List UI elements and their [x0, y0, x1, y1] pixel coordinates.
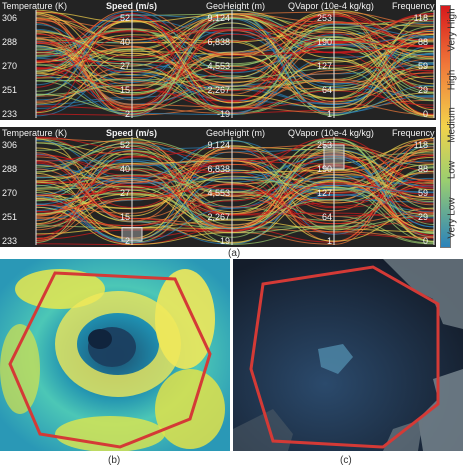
polyline-group [35, 136, 435, 246]
legend-label-high: High [446, 69, 458, 91]
tick-label: 0 [423, 109, 428, 119]
color-legend-bar [440, 5, 451, 248]
tick-label: 270 [2, 61, 17, 71]
tick-label: 64 [322, 212, 332, 222]
tick-label: 27 [120, 61, 130, 71]
tick-label: 9,124 [207, 13, 230, 23]
tick-label: 59 [418, 61, 428, 71]
data-polyline [35, 15, 435, 99]
region-outline-b [8, 271, 212, 449]
tick-label: 253 [317, 13, 332, 23]
tick-label: 2,267 [207, 85, 230, 95]
polyline-group [35, 9, 435, 119]
axis-title: GeoHeight (m) [206, 1, 265, 11]
tick-label: 2,267 [207, 212, 230, 222]
axis-title: Speed (m/s) [106, 128, 157, 138]
data-polyline [35, 13, 435, 72]
satellite-map-svg [233, 259, 463, 451]
tick-label: 52 [120, 13, 130, 23]
data-polyline [35, 154, 435, 238]
heatmap-view-svg [0, 259, 230, 451]
tick-label: 6,838 [207, 164, 230, 174]
axis-title: Temperature (K) [2, 1, 67, 11]
tick-label: 306 [2, 13, 17, 23]
tick-label: 251 [2, 212, 17, 222]
data-polyline [35, 176, 435, 241]
tick-label: 29 [418, 212, 428, 222]
caption-a: (a) [228, 248, 241, 259]
tick-label: 0 [423, 236, 428, 246]
data-polyline [35, 138, 435, 233]
tick-label: 27 [120, 188, 130, 198]
region-outline-c [249, 265, 440, 449]
data-polyline [35, 160, 435, 204]
data-polyline [35, 19, 435, 104]
tick-label: 233 [2, 236, 17, 246]
data-polyline [35, 138, 435, 242]
axis-title: GeoHeight (m) [206, 128, 265, 138]
tick-label: -19 [217, 236, 230, 246]
tick-label: 190 [317, 164, 332, 174]
tick-label: 59 [418, 188, 428, 198]
tick-label: 52 [120, 140, 130, 150]
axis-title: Frequency [392, 128, 435, 138]
data-polyline [35, 145, 435, 245]
caption-b: (b) [108, 455, 121, 466]
data-polyline [35, 36, 435, 108]
data-polyline [35, 138, 435, 241]
tick-label: 6,838 [207, 37, 230, 47]
tick-label: 4,553 [207, 188, 230, 198]
axis-title: QVapor (10e-4 kg/kg) [288, 128, 374, 138]
tick-label: 2 [125, 236, 130, 246]
tick-label: 118 [414, 13, 428, 23]
tick-label: 4,553 [207, 61, 230, 71]
legend-label-medium: Medium [446, 107, 458, 143]
tick-label: 29 [418, 85, 428, 95]
tick-label: 251 [2, 85, 17, 95]
axis-title: Speed (m/s) [106, 1, 157, 11]
tick-label: 15 [120, 85, 130, 95]
tick-label: 1 [327, 109, 332, 119]
tick-label: 127 [317, 61, 332, 71]
satellite-map-view[interactable] [233, 259, 463, 451]
heatmap-view[interactable] [0, 259, 230, 451]
tick-label: 253 [317, 140, 332, 150]
tick-label: 9,124 [207, 140, 230, 150]
data-polyline [35, 11, 435, 69]
legend-label-very-high: Very High [446, 8, 458, 52]
tick-label: 127 [317, 188, 332, 198]
axis-title: QVapor (10e-4 kg/kg) [288, 1, 374, 11]
tick-label: 306 [2, 140, 17, 150]
tick-label: -19 [217, 109, 230, 119]
tick-label: 88 [418, 164, 428, 174]
data-polyline [35, 10, 435, 117]
parallel-coordinates-bottom[interactable]: Temperature (K) 306 288 270 251 233 Speed (m/s… [0, 127, 436, 247]
axis-title: Temperature (K) [2, 128, 67, 138]
tick-label: 88 [418, 37, 428, 47]
tick-label: 40 [120, 37, 130, 47]
parallel-coordinates-top[interactable]: Temperature (K) 306 288 270 251 233 Speed (m/s… [0, 0, 436, 120]
tick-label: 2 [125, 109, 130, 119]
tick-label: 288 [2, 164, 17, 174]
tick-label: 1 [327, 236, 332, 246]
data-polyline [35, 15, 435, 80]
caption-c: (c) [340, 455, 352, 466]
axis-title: Frequency [392, 1, 435, 11]
tick-label: 118 [414, 140, 428, 150]
legend-label-low: Low [446, 160, 458, 180]
tick-label: 288 [2, 37, 17, 47]
legend-label-very-low: Very Low [446, 197, 458, 239]
tick-label: 270 [2, 188, 17, 198]
tick-label: 15 [120, 212, 130, 222]
tick-label: 233 [2, 109, 17, 119]
tick-label: 40 [120, 164, 130, 174]
data-polyline [35, 16, 435, 113]
tick-label: 64 [322, 85, 332, 95]
tick-label: 190 [317, 37, 332, 47]
